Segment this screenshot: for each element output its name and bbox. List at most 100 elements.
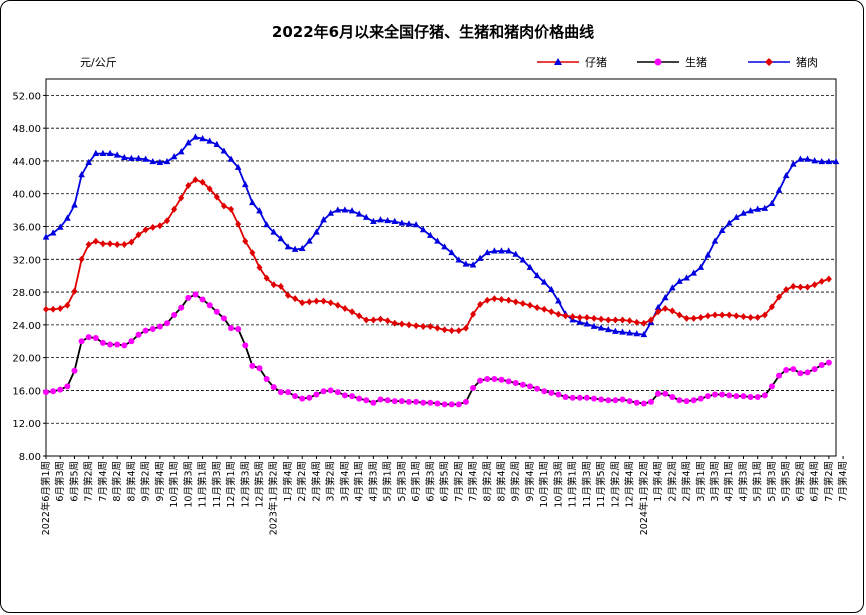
data-point-hog (633, 399, 640, 406)
data-point-pork (284, 291, 291, 299)
data-point-hog (99, 339, 106, 346)
data-point-piglet (690, 269, 697, 276)
data-point-piglet (234, 163, 242, 170)
x-tick-label: 5月第1周 (752, 461, 764, 502)
data-point-pork (398, 320, 405, 328)
x-tick-label: 4月第1周 (723, 461, 735, 502)
data-point-hog (242, 342, 249, 349)
data-point-hog (583, 394, 590, 401)
data-point-hog (569, 394, 576, 401)
data-point-pork (377, 315, 384, 323)
data-point-piglet (512, 250, 520, 257)
data-point-piglet (754, 205, 762, 212)
data-point-hog (712, 391, 719, 398)
y-tick-label: 52.00 (12, 91, 41, 102)
x-tick-label: 11月第3周 (211, 461, 223, 508)
data-point-hog (676, 397, 683, 404)
data-point-piglet (42, 233, 50, 240)
legend-item-piglet: 仔猪 (535, 54, 607, 70)
data-point-pork (420, 323, 427, 331)
data-point-hog (726, 392, 733, 399)
data-point-piglet (156, 158, 164, 165)
data-point-hog (704, 393, 711, 400)
data-point-piglet (669, 284, 676, 291)
data-point-piglet (462, 260, 470, 267)
x-tick-label: 11月第1周 (567, 461, 579, 508)
data-point-pork (526, 301, 533, 309)
data-point-piglet (576, 318, 584, 325)
data-point-hog (206, 302, 213, 309)
data-point-hog (605, 397, 612, 404)
data-point-pork (71, 287, 78, 295)
x-tick-label: 12月第1周 (225, 461, 237, 508)
data-point-pork (704, 312, 711, 320)
data-point-piglet (654, 303, 662, 311)
data-point-piglet (626, 329, 633, 336)
chart-title: 2022年6月以来全国仔猪、生猪和猪肉价格曲线 (271, 23, 595, 41)
data-point-pork (569, 313, 576, 321)
data-point-hog (199, 296, 206, 303)
data-point-hog (747, 393, 754, 400)
data-point-piglet (384, 216, 391, 224)
data-point-hog (398, 398, 405, 405)
x-tick-label: 10月第3周 (182, 461, 194, 508)
data-point-piglet (49, 229, 57, 236)
data-point-hog (363, 397, 370, 404)
x-tick-label: 6月第3周 (54, 461, 66, 502)
x-tick-label: 6月第5周 (439, 461, 451, 502)
x-tick-label: 12月第3周 (239, 461, 251, 508)
data-point-pork (733, 312, 740, 320)
y-tick-label: 20.00 (12, 354, 41, 365)
data-point-pork (712, 311, 719, 319)
x-tick-label: 2月第4周 (681, 461, 693, 502)
data-point-pork (313, 297, 320, 305)
data-point-pork (92, 237, 99, 245)
x-tick-label: 8月第2周 (481, 461, 493, 502)
data-point-hog (284, 389, 291, 396)
data-point-hog (719, 391, 726, 398)
y-tick-label: 32.00 (12, 255, 41, 266)
data-point-hog (64, 383, 71, 390)
data-point-piglet (555, 297, 562, 304)
x-tick-label: 8月第4周 (495, 461, 507, 502)
data-point-pork (626, 317, 633, 325)
data-point-piglet (483, 248, 491, 256)
data-point-piglet (334, 206, 342, 213)
data-point-piglet (313, 228, 320, 235)
y-axis-unit-label: 元/公斤 (80, 56, 117, 69)
data-point-hog (626, 398, 633, 405)
data-point-hog (740, 393, 747, 400)
data-point-pork (797, 283, 804, 291)
data-point-pork (128, 238, 135, 246)
data-point-piglet (170, 153, 178, 160)
data-point-hog (448, 401, 455, 408)
data-point-pork (334, 301, 341, 309)
data-point-piglet (120, 153, 128, 161)
data-point-hog (235, 325, 242, 332)
data-point-piglet (697, 263, 705, 270)
data-point-piglet (291, 245, 299, 252)
data-point-hog (797, 370, 804, 377)
data-point-hog (313, 391, 320, 398)
legend-label-hog: 生猪 (685, 56, 707, 69)
data-point-pork (356, 312, 363, 320)
series-line-pork (46, 178, 830, 332)
data-point-pork (612, 316, 619, 324)
data-point-hog (534, 385, 541, 392)
data-point-pork (619, 316, 626, 324)
data-point-pork (754, 313, 761, 321)
x-tick-label: 12月第2周 (609, 461, 621, 508)
data-point-piglet (56, 223, 64, 230)
data-point-pork (633, 318, 640, 326)
data-point-piglet (398, 219, 406, 226)
data-point-piglet (177, 148, 185, 155)
data-point-pork (249, 249, 256, 257)
data-point-piglet (448, 248, 455, 256)
x-tick-label: 4月第3周 (367, 461, 379, 502)
data-point-hog (213, 308, 220, 315)
data-point-hog (178, 304, 185, 311)
data-point-piglet (99, 149, 107, 156)
data-point-pork (149, 223, 156, 231)
data-point-piglet (327, 209, 334, 216)
